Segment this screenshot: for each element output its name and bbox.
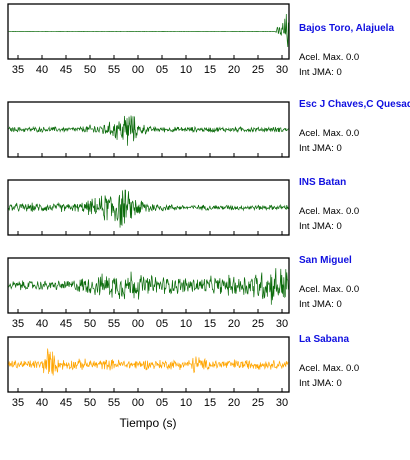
waveform-trace [8, 189, 289, 228]
station-name: La Sabana [299, 334, 349, 345]
x-tick-label: 10 [180, 397, 192, 409]
waveform-trace [8, 268, 289, 305]
x-tick-label: 45 [60, 64, 72, 76]
station-name: INS Batan [299, 177, 346, 188]
x-tick-label: 15 [204, 318, 216, 330]
x-tick-label: 55 [108, 397, 120, 409]
x-tick-label: 50 [84, 64, 96, 76]
acel-max-label: Acel. Max. 0.0 [299, 284, 359, 295]
x-tick-label: 25 [252, 397, 264, 409]
x-tick-label: 00 [132, 64, 144, 76]
int-jma-label: Int JMA: 0 [299, 221, 342, 232]
x-tick-label: 05 [156, 318, 168, 330]
x-tick-label: 20 [228, 64, 240, 76]
waveform-trace [8, 14, 289, 47]
x-tick-label: 35 [12, 318, 24, 330]
x-tick-label: 45 [60, 397, 72, 409]
x-tick-label: 40 [36, 397, 48, 409]
x-tick-label: 40 [36, 318, 48, 330]
x-tick-label: 35 [12, 64, 24, 76]
acel-max-label: Acel. Max. 0.0 [299, 206, 359, 217]
x-tick-label: 00 [132, 397, 144, 409]
int-jma-label: Int JMA: 0 [299, 67, 342, 78]
x-tick-label: 05 [156, 397, 168, 409]
x-tick-label: 05 [156, 64, 168, 76]
int-jma-label: Int JMA: 0 [299, 299, 342, 310]
x-tick-label: 10 [180, 318, 192, 330]
waveform-trace [8, 348, 289, 376]
x-tick-label: 45 [60, 318, 72, 330]
x-axis-label: Tiempo (s) [120, 416, 177, 430]
x-tick-label: 55 [108, 318, 120, 330]
x-tick-label: 15 [204, 397, 216, 409]
x-tick-label: 20 [228, 318, 240, 330]
x-tick-label: 50 [84, 397, 96, 409]
x-tick-label: 30 [276, 64, 288, 76]
station-name: Esc J Chaves,C Quesada [299, 99, 410, 110]
int-jma-label: Int JMA: 0 [299, 143, 342, 154]
x-tick-label: 20 [228, 397, 240, 409]
station-name: Bajos Toro, Alajuela [299, 23, 394, 34]
x-tick-label: 25 [252, 318, 264, 330]
x-tick-label: 10 [180, 64, 192, 76]
acel-max-label: Acel. Max. 0.0 [299, 52, 359, 63]
acel-max-label: Acel. Max. 0.0 [299, 363, 359, 374]
x-tick-label: 50 [84, 318, 96, 330]
x-tick-label: 55 [108, 64, 120, 76]
x-tick-label: 30 [276, 397, 288, 409]
waveform-trace [8, 115, 289, 146]
x-tick-label: 35 [12, 397, 24, 409]
x-tick-label: 15 [204, 64, 216, 76]
x-tick-label: 25 [252, 64, 264, 76]
x-tick-label: 30 [276, 318, 288, 330]
acel-max-label: Acel. Max. 0.0 [299, 128, 359, 139]
int-jma-label: Int JMA: 0 [299, 378, 342, 389]
x-tick-label: 40 [36, 64, 48, 76]
x-tick-label: 00 [132, 318, 144, 330]
station-name: San Miguel [299, 255, 352, 266]
